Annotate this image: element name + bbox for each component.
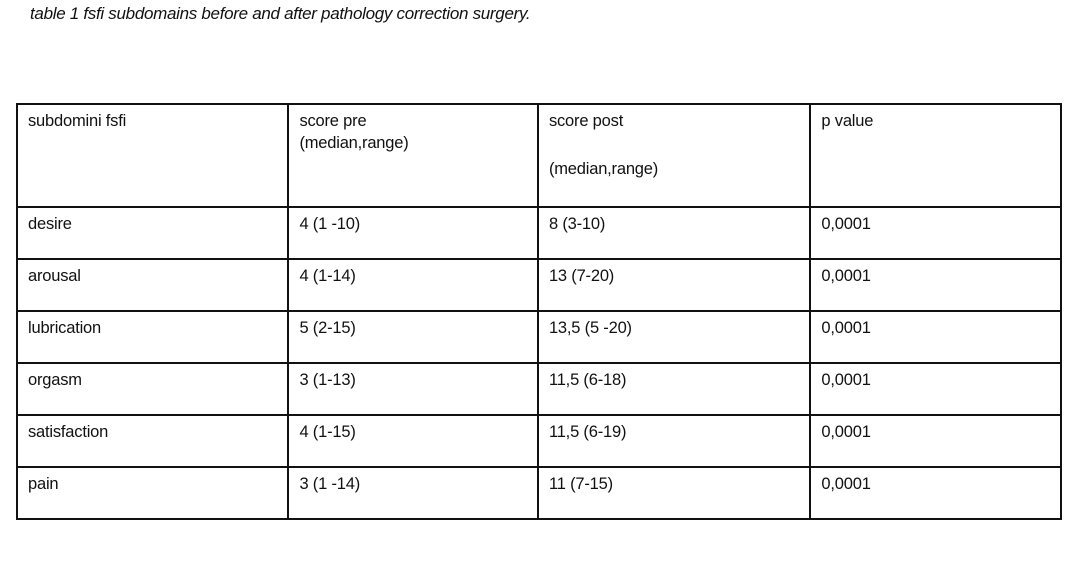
header-cell-score-pre: score pre (median,range) <box>287 103 539 208</box>
header-cell-score-post: score post (median,range) <box>536 103 812 208</box>
table-header-row: subdomini fsfi score pre (median,range) … <box>15 103 1062 208</box>
cell-subdomain: orgasm <box>15 362 290 416</box>
table-row: pain 3 (1 -14) 11 (7-15) 0,0001 <box>15 466 1062 520</box>
header-cell-subdomain: subdomini fsfi <box>15 103 290 208</box>
cell-score-pre: 3 (1 -14) <box>287 466 539 520</box>
cell-score-pre: 4 (1-14) <box>287 258 539 312</box>
cell-subdomain: desire <box>15 206 290 260</box>
cell-score-post: 8 (3-10) <box>536 206 812 260</box>
cell-p-value: 0,0001 <box>809 206 1062 260</box>
cell-p-value: 0,0001 <box>809 310 1062 364</box>
cell-p-value: 0,0001 <box>809 362 1062 416</box>
cell-p-value: 0,0001 <box>809 414 1062 468</box>
table-row: arousal 4 (1-14) 13 (7-20) 0,0001 <box>15 258 1062 312</box>
header-cell-p-value: p value <box>809 103 1062 208</box>
cell-score-pre: 5 (2-15) <box>287 310 539 364</box>
fsfi-table: subdomini fsfi score pre (median,range) … <box>15 103 1062 520</box>
cell-score-pre: 3 (1-13) <box>287 362 539 416</box>
table-row: satisfaction 4 (1-15) 11,5 (6-19) 0,0001 <box>15 414 1062 468</box>
cell-score-post: 11 (7-15) <box>536 466 812 520</box>
cell-score-pre: 4 (1 -10) <box>287 206 539 260</box>
cell-subdomain: arousal <box>15 258 290 312</box>
cell-score-post: 13 (7-20) <box>536 258 812 312</box>
table-row: lubrication 5 (2-15) 13,5 (5 -20) 0,0001 <box>15 310 1062 364</box>
table-row: desire 4 (1 -10) 8 (3-10) 0,0001 <box>15 206 1062 260</box>
cell-p-value: 0,0001 <box>809 466 1062 520</box>
cell-p-value: 0,0001 <box>809 258 1062 312</box>
table-row: orgasm 3 (1-13) 11,5 (6-18) 0,0001 <box>15 362 1062 416</box>
cell-score-pre: 4 (1-15) <box>287 414 539 468</box>
cell-score-post: 13,5 (5 -20) <box>536 310 812 364</box>
cell-score-post: 11,5 (6-19) <box>536 414 812 468</box>
table-caption: table 1 fsfi subdomains before and after… <box>30 4 531 23</box>
cell-subdomain: lubrication <box>15 310 290 364</box>
cell-subdomain: satisfaction <box>15 414 290 468</box>
cell-score-post: 11,5 (6-18) <box>536 362 812 416</box>
cell-subdomain: pain <box>15 466 290 520</box>
